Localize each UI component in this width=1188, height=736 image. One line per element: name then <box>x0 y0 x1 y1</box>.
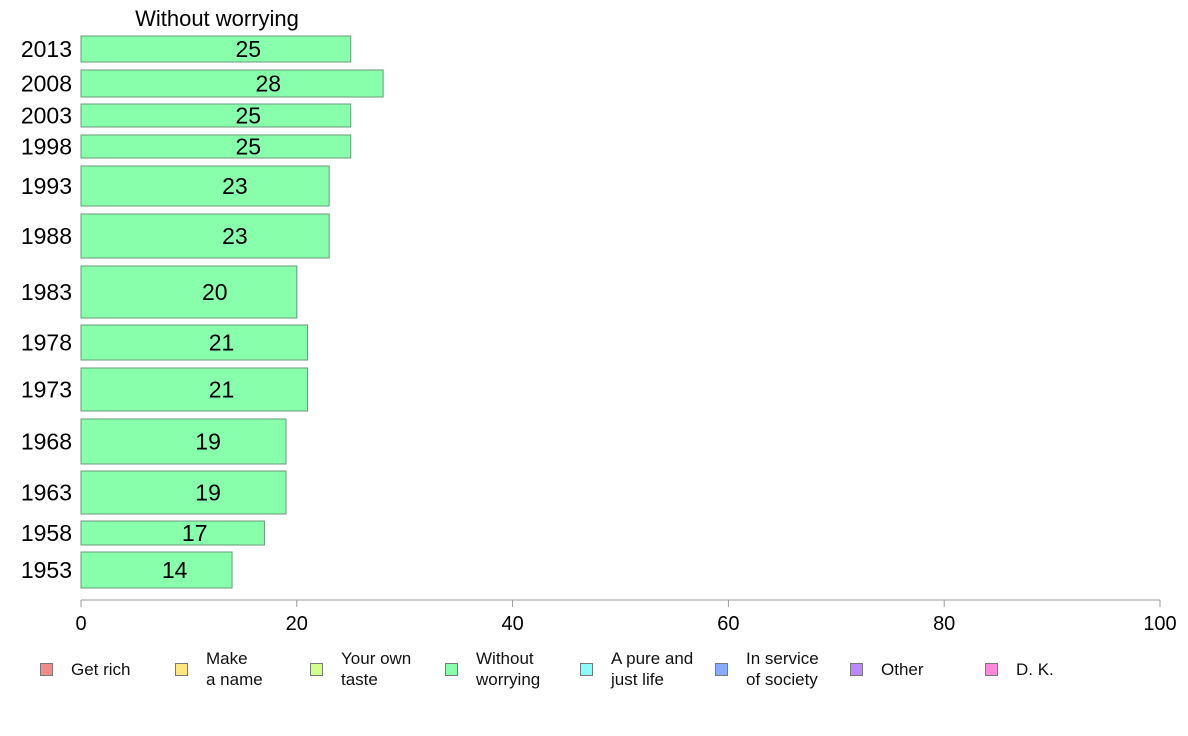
y-tick-label: 1953 <box>21 557 72 583</box>
legend-label: In service of society <box>746 649 819 689</box>
bar-1993 <box>80 165 330 207</box>
legend-label: Without worrying <box>476 649 541 689</box>
data-label: 14 <box>162 557 188 583</box>
legend-label: Your own taste <box>341 649 412 689</box>
y-tick-label: 1988 <box>21 223 72 249</box>
bar-1968 <box>80 418 287 465</box>
legend-item: Your own taste <box>310 648 411 690</box>
y-tick-label: 1998 <box>21 134 72 160</box>
legend-item: Make a name <box>175 648 263 690</box>
data-label: 20 <box>202 279 228 305</box>
legend-label: A pure and just life <box>611 649 694 689</box>
legend-item: A pure and just life <box>580 648 693 690</box>
data-label: 23 <box>222 173 248 199</box>
legend-item: Other <box>850 648 924 690</box>
y-tick-label: 1968 <box>21 429 72 455</box>
legend-swatch <box>850 662 863 676</box>
chart-title: Without worrying <box>135 6 299 31</box>
data-label: 25 <box>235 103 261 129</box>
data-label: 19 <box>195 429 221 455</box>
y-tick-label: 2008 <box>21 71 72 97</box>
x-tick-label: 0 <box>75 613 86 635</box>
bar-1988 <box>80 213 330 259</box>
data-label: 28 <box>256 71 282 97</box>
legend-label: Other <box>881 659 924 679</box>
legend-label: Make a name <box>206 649 263 689</box>
bar-2013 <box>80 35 352 63</box>
legend-swatch <box>445 662 458 676</box>
bar-2008 <box>80 69 384 98</box>
bar-2003 <box>80 103 352 128</box>
x-tick-label: 60 <box>717 613 739 635</box>
y-tick-label: 1973 <box>21 377 72 403</box>
x-tick-label: 100 <box>1143 613 1176 635</box>
data-label: 19 <box>195 480 221 506</box>
y-tick-label: 1993 <box>21 173 72 199</box>
legend-swatch <box>310 662 323 676</box>
legend-swatch <box>580 662 593 676</box>
y-tick-label: 1958 <box>21 520 72 546</box>
bar-1998 <box>80 134 352 159</box>
y-tick-label: 1963 <box>21 480 72 506</box>
x-tick-label: 20 <box>286 613 308 635</box>
data-label: 21 <box>209 377 235 403</box>
bar-1958 <box>80 520 265 546</box>
bar-1973 <box>80 367 309 412</box>
bar-1978 <box>80 324 309 361</box>
bar-1953 <box>80 551 233 589</box>
bar-group: 2013 25 2008 28 2003 25 1998 25 1993 23 1988 23 1983… <box>21 35 384 589</box>
data-label: 21 <box>209 330 235 356</box>
y-tick-label: 2013 <box>21 36 72 62</box>
legend-label: D. K. <box>1016 659 1054 679</box>
legend-item: In service of society <box>715 648 819 690</box>
legend-item: Without worrying <box>445 648 540 690</box>
data-label: 23 <box>222 223 248 249</box>
bar-1983 <box>80 265 298 319</box>
bar-1963 <box>80 470 287 515</box>
x-tick-label: 40 <box>501 613 523 635</box>
legend-item: Get rich <box>40 648 131 690</box>
data-label: 25 <box>235 36 261 62</box>
legend-swatch <box>40 662 53 676</box>
data-label: 17 <box>182 520 208 546</box>
legend-swatch <box>985 662 998 676</box>
x-axis: 0 20 40 60 80 100 <box>75 599 1177 635</box>
legend: Get rich Make a name Your own taste Without… <box>0 648 1188 698</box>
legend-swatch <box>715 662 728 676</box>
y-tick-label: 1978 <box>21 330 72 356</box>
legend-item: D. K. <box>985 648 1054 690</box>
legend-label: Get rich <box>71 659 131 679</box>
y-tick-label: 2003 <box>21 103 72 129</box>
y-tick-label: 1983 <box>21 279 72 305</box>
legend-swatch <box>175 662 188 676</box>
x-tick-label: 80 <box>933 613 955 635</box>
data-label: 25 <box>235 134 261 160</box>
